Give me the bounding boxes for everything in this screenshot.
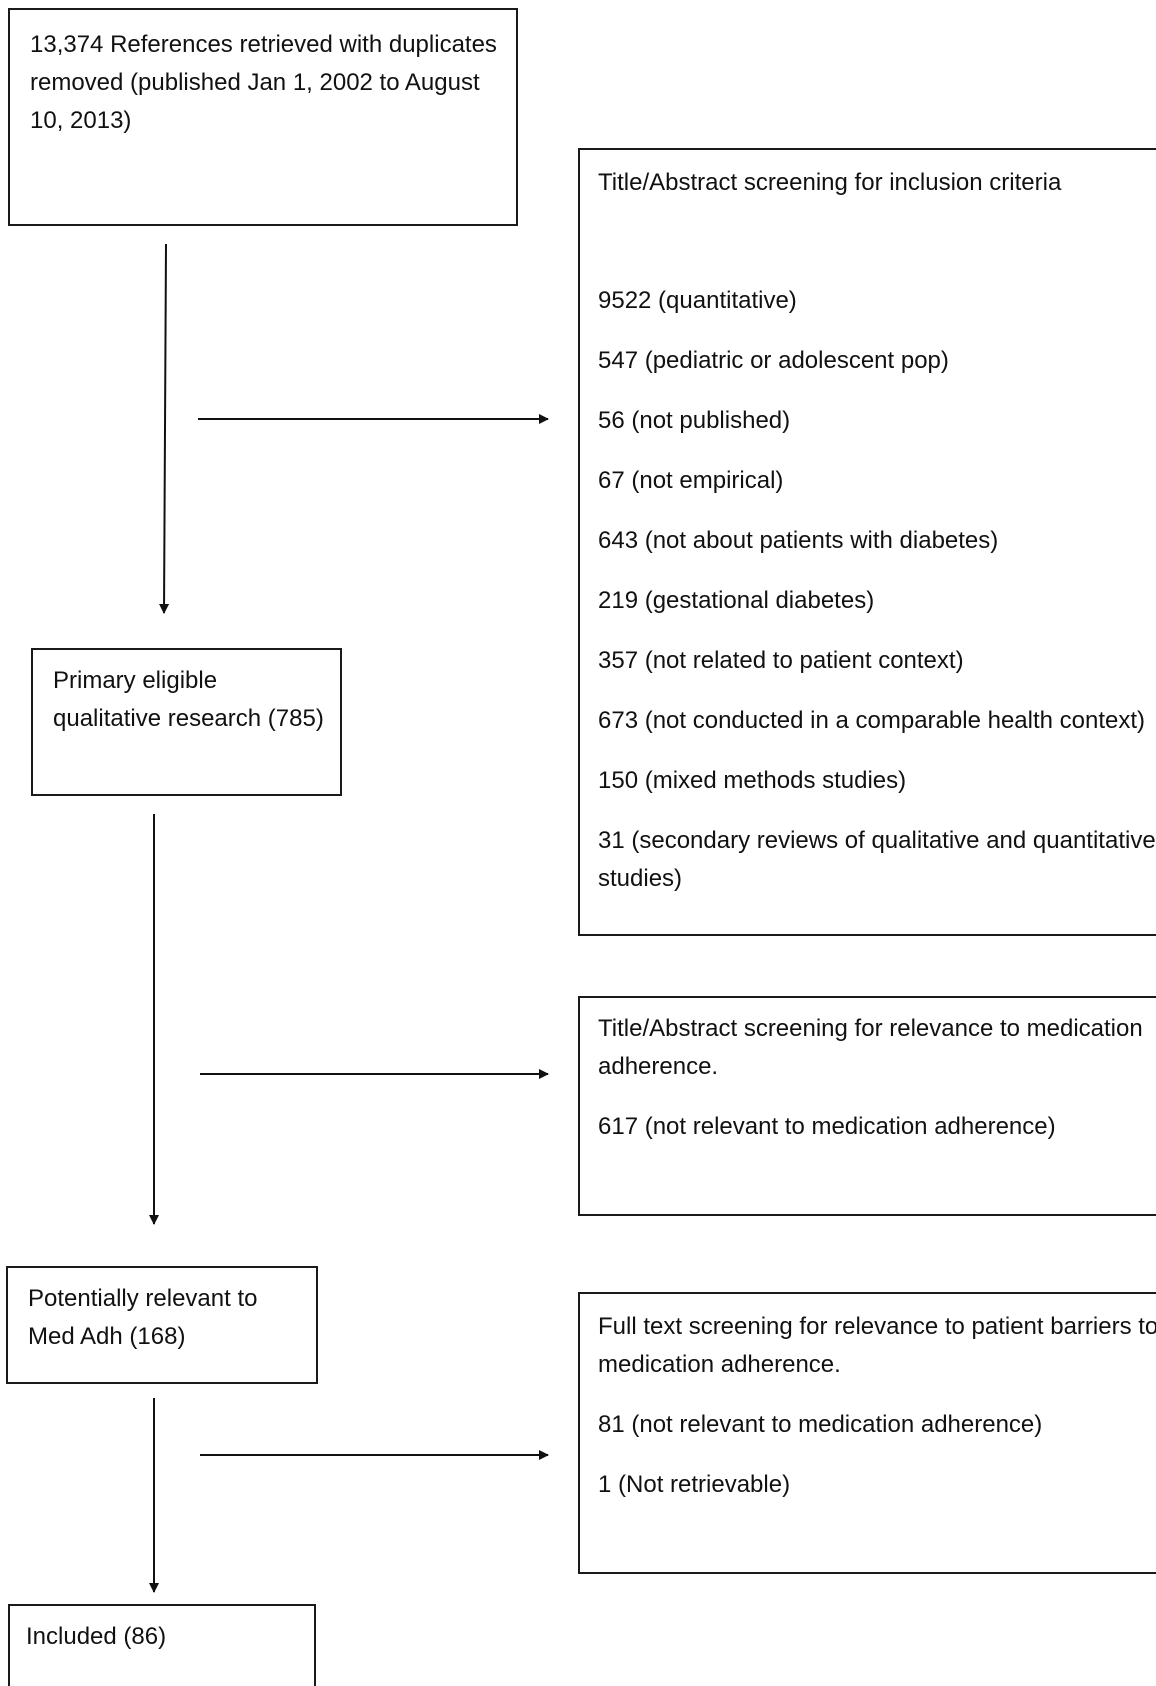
retrieved-box: 13,374 References retrieved with duplica…: [8, 8, 518, 226]
exclusion-item: 673 (not conducted in a comparable healt…: [598, 707, 1146, 734]
exclusion-item: 643 (not about patients with diabetes): [598, 527, 999, 554]
exclusion-item: 617 (not relevant to medication adherenc…: [598, 1113, 1056, 1140]
inclusion-screening-title: Title/Abstract screening for inclusion c…: [598, 169, 1062, 196]
exclusion-item: 9522 (quantitative): [598, 287, 797, 314]
exclusion-item: 31 (secondary reviews of qualitative and…: [598, 827, 1156, 892]
included-box: Included (86): [8, 1604, 316, 1686]
exclusion-item: 81 (not relevant to medication adherence…: [598, 1411, 1043, 1438]
potentially-relevant-box: Potentially relevant to Med Adh (168): [6, 1266, 318, 1384]
fulltext-screening-title: Full text screening for relevance to pat…: [598, 1313, 1156, 1378]
adherence-screening-box: Title/Abstract screening for relevance t…: [578, 996, 1156, 1216]
exclusion-item: 1 (Not retrievable): [598, 1471, 791, 1498]
arrow-down-1: [159, 243, 170, 614]
fulltext-screening-box: Full text screening for relevance to pat…: [578, 1292, 1156, 1574]
exclusion-item: 56 (not published): [598, 407, 791, 434]
exclusion-item: 150 (mixed methods studies): [598, 767, 907, 794]
primary-eligible-box: Primary eligible qualitative research (7…: [31, 648, 342, 796]
adherence-screening-title: Title/Abstract screening for relevance t…: [598, 1015, 1143, 1080]
exclusion-item: 67 (not empirical): [598, 467, 784, 494]
exclusion-item: 357 (not related to patient context): [598, 647, 964, 674]
primary-eligible-text: Primary eligible qualitative research (7…: [53, 667, 324, 732]
retrieved-text: 13,374 References retrieved with duplica…: [30, 31, 497, 134]
exclusion-item: 547 (pediatric or adolescent pop): [598, 347, 949, 374]
inclusion-screening-box: Title/Abstract screening for inclusion c…: [578, 148, 1156, 936]
exclusion-item: 219 (gestational diabetes): [598, 587, 875, 614]
potentially-relevant-text: Potentially relevant to Med Adh (168): [28, 1285, 258, 1350]
included-text: Included (86): [26, 1623, 167, 1650]
